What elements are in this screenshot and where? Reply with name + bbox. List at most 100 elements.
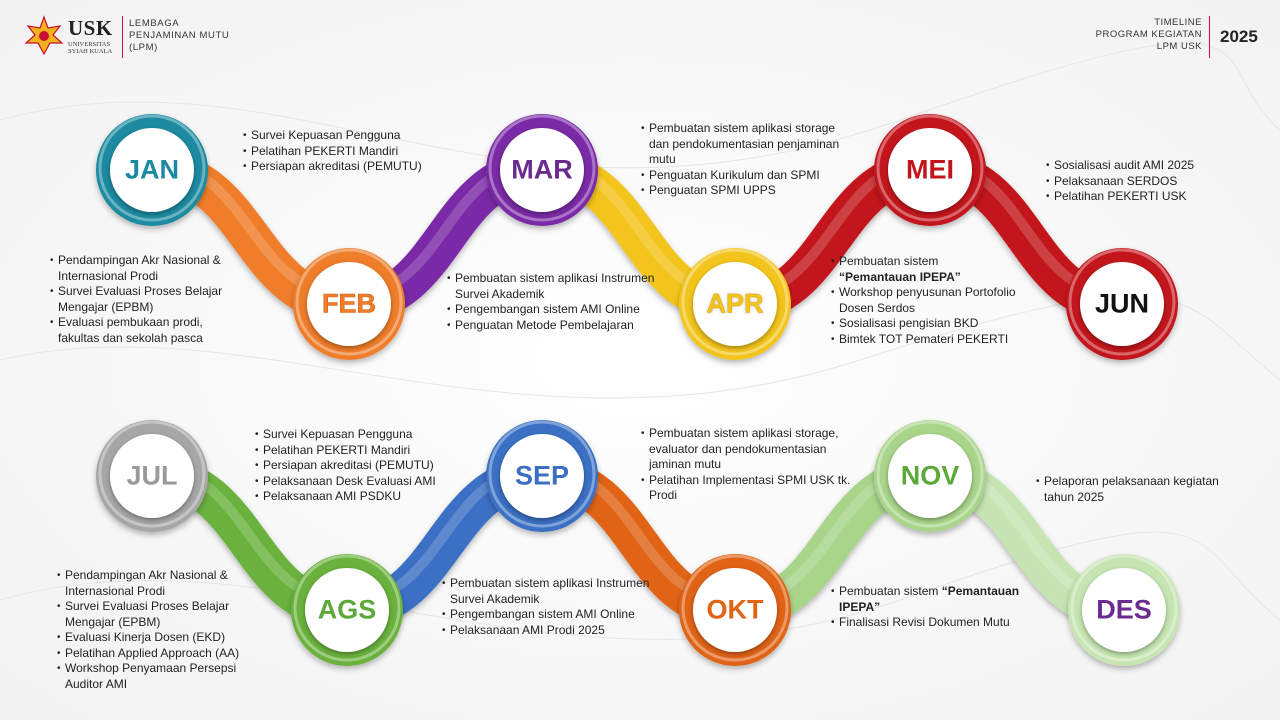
activity-item: Evaluasi pembukaan prodi, fakultas dan s… — [50, 315, 240, 346]
activities-jun: Sosialisasi audit AMI 2025Pelaksanaan SE… — [1046, 158, 1236, 205]
activities-ags: Pendampingan Akr Nasional & Internasiona… — [57, 568, 257, 692]
month-label-jan: JAN — [124, 154, 179, 185]
activities-mar: Pembuatan sistem aplikasi storage dan pe… — [641, 121, 856, 199]
node-ring-highlight-jun — [1068, 248, 1176, 356]
activities-okt: Pembuatan sistem “Pemantauan IPEPA”Final… — [831, 584, 1046, 631]
activity-text: Pembuatan sistem — [839, 254, 939, 268]
activity-item: Survei Kepuasan Pengguna — [255, 427, 480, 443]
activity-emphasis: “Pemantauan IPEPA” — [839, 269, 961, 284]
activity-item: Pendampingan Akr Nasional & Internasiona… — [50, 253, 240, 284]
node-ring-highlight-sep — [488, 420, 596, 528]
activity-item: Pelaksanaan AMI PSDKU — [255, 489, 480, 505]
timeline-year: 2025 — [1220, 27, 1258, 46]
activity-item: Finalisasi Revisi Dokumen Mutu — [831, 615, 1046, 631]
node-apr — [679, 248, 791, 360]
node-ring-highlight-jan — [98, 114, 206, 222]
usk-wordmark-sub: UNIVERSITAS SYIAH KUALA — [68, 41, 113, 55]
month-label-des: DES — [1096, 594, 1152, 625]
activities-jan: Survei Kepuasan PenggunaPelatihan PEKERT… — [243, 128, 473, 175]
node-core-ags — [305, 568, 389, 652]
node-ring-highlight-mar — [488, 114, 596, 222]
activity-item: Pendampingan Akr Nasional & Internasiona… — [57, 568, 257, 599]
node-core-jan — [110, 128, 194, 212]
month-label-okt: OKT — [706, 594, 764, 625]
node-ring-highlight-mei — [876, 114, 984, 222]
month-label-nov: NOV — [900, 460, 960, 491]
activity-item: Penguatan SPMI UPPS — [641, 183, 856, 199]
node-des — [1068, 554, 1180, 666]
activity-item: Pembuatan sistem “Pemantauan IPEPA” — [831, 584, 1046, 615]
header-divider-left — [122, 16, 123, 58]
node-sep — [486, 420, 598, 532]
month-label-mei: MEI — [905, 154, 954, 185]
node-core-jul — [110, 434, 194, 518]
month-label-ags: AGS — [317, 594, 377, 625]
node-ring-highlight-feb — [295, 248, 403, 356]
activity-text: Pembuatan sistem — [839, 584, 942, 598]
activity-item: Bimtek TOT Pemateri PEKERTI — [831, 332, 1046, 348]
activity-item: Pelatihan PEKERTI Mandiri — [255, 443, 480, 459]
activity-item: Workshop penyusunan Portofolio Dosen Ser… — [831, 285, 1046, 316]
activity-item: Pembuatan sistem aplikasi Instrumen Surv… — [442, 576, 667, 607]
node-core-nov — [888, 434, 972, 518]
activities-des: Pelaporan pelaksanaan kegiatan tahun 202… — [1036, 474, 1246, 505]
node-core-jun — [1080, 262, 1164, 346]
node-ring-highlight-apr — [681, 248, 789, 356]
activity-item: Pelaksanaan SERDOS — [1046, 174, 1236, 190]
activity-item: Penguatan Kurikulum dan SPMI — [641, 168, 856, 184]
node-feb — [293, 248, 405, 360]
node-core-mar — [500, 128, 584, 212]
activity-item: Penguatan Metode Pembelajaran — [447, 318, 667, 334]
activity-item: Pelaksanaan Desk Evaluasi AMI — [255, 474, 480, 490]
activities-sep: Pembuatan sistem aplikasi storage, evalu… — [641, 426, 856, 504]
month-label-feb: FEB — [322, 288, 377, 319]
node-core-des — [1082, 568, 1166, 652]
node-ring-highlight-jul — [98, 420, 206, 528]
node-ring-highlight-okt — [681, 554, 789, 662]
node-jul — [96, 420, 208, 532]
node-okt — [679, 554, 791, 666]
activity-item: Pengembangan sistem AMI Online — [447, 302, 667, 318]
node-ring-highlight-nov — [876, 420, 984, 528]
org-name: LEMBAGA PENJAMINAN MUTU (LPM) — [129, 18, 230, 53]
node-nov — [874, 420, 986, 532]
month-label-apr: APR — [706, 288, 764, 319]
activity-item: Evaluasi Kinerja Dosen (EKD) — [57, 630, 257, 646]
node-core-mei — [888, 128, 972, 212]
activity-item: Workshop Penyamaan Persepsi Auditor AMI — [57, 661, 257, 692]
activities-mar-lower: Pembuatan sistem aplikasi Instrumen Surv… — [447, 271, 667, 333]
node-jun — [1066, 248, 1178, 360]
activities-sep-lower: Pembuatan sistem aplikasi Instrumen Surv… — [442, 576, 667, 638]
usk-logo-icon — [24, 15, 64, 56]
activity-item: Sosialisasi pengisian BKD — [831, 316, 1046, 332]
activities-jul: Survei Kepuasan PenggunaPelatihan PEKERT… — [255, 427, 480, 505]
node-core-sep — [500, 434, 584, 518]
header-divider-right — [1209, 16, 1210, 58]
node-mar — [486, 114, 598, 226]
node-core-apr — [693, 262, 777, 346]
activity-item: Pelatihan PEKERTI Mandiri — [243, 144, 473, 160]
activity-emphasis: “Pemantauan IPEPA” — [839, 584, 1020, 614]
node-core-okt — [693, 568, 777, 652]
activity-item: Pelatihan PEKERTI USK — [1046, 189, 1236, 205]
month-label-mar: MAR — [511, 154, 573, 185]
usk-wordmark: USK — [68, 16, 113, 40]
activity-item: Survei Evaluasi Proses Belajar Mengajar … — [50, 284, 240, 315]
activity-item: Pembuatan sistem aplikasi storage, evalu… — [641, 426, 856, 473]
activity-item: Pengembangan sistem AMI Online — [442, 607, 667, 623]
month-label-sep: SEP — [514, 460, 570, 491]
activity-item: Pelaksanaan AMI Prodi 2025 — [442, 623, 667, 639]
node-ring-highlight-des — [1070, 554, 1178, 662]
activities-apr: Pembuatan sistem“Pemantauan IPEPA”Worksh… — [831, 254, 1046, 347]
activity-item: Pelaporan pelaksanaan kegiatan tahun 202… — [1036, 474, 1246, 505]
node-jan — [96, 114, 208, 226]
node-ags — [291, 554, 403, 666]
activity-item: Pembuatan sistem“Pemantauan IPEPA” — [831, 254, 1046, 285]
activity-item: Pelatihan Applied Approach (AA) — [57, 646, 257, 662]
activity-item: Persiapan akreditasi (PEMUTU) — [255, 458, 480, 474]
activity-item: Survei Kepuasan Pengguna — [243, 128, 473, 144]
activity-item: Survei Evaluasi Proses Belajar Mengajar … — [57, 599, 257, 630]
activity-item: Persiapan akreditasi (PEMUTU) — [243, 159, 473, 175]
node-core-feb — [307, 262, 391, 346]
